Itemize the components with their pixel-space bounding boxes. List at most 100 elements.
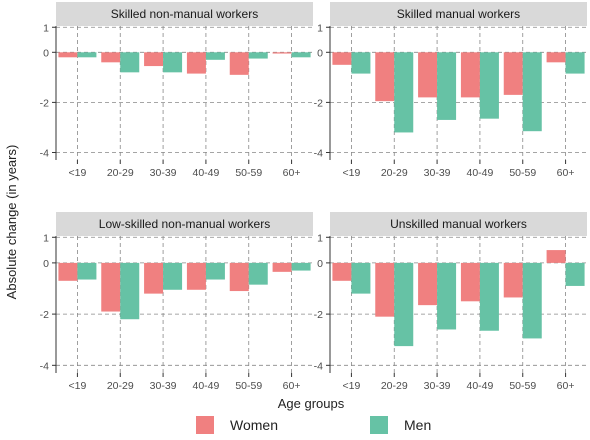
facet-title: Skilled non-manual workers [111, 7, 258, 21]
x-tick-label: 30-39 [424, 167, 451, 179]
bar-men [77, 52, 97, 58]
bar-women [460, 262, 480, 302]
bar-women [418, 262, 438, 306]
bar-men [163, 52, 183, 73]
legend-swatch-women [196, 416, 214, 434]
facet-strip [330, 2, 587, 26]
x-tick-label: 50-59 [509, 167, 536, 179]
bar-women [229, 52, 249, 75]
facet-panel: Low-skilled non-manual workers 1 0 -2 -4 <19 2… [40, 212, 313, 392]
bar-women [332, 262, 352, 281]
legend-label-men: Men [404, 417, 432, 433]
y-tick-label: 0 [317, 47, 323, 59]
y-axis-label: Absolute change (in years) [4, 145, 19, 300]
bar-men [291, 52, 311, 58]
y-tick-label: 1 [317, 232, 323, 244]
x-tick-label: 40-49 [192, 380, 219, 392]
bar-men [120, 52, 140, 73]
bar-men [437, 52, 457, 120]
facet-strip [56, 212, 313, 236]
bar-women [58, 262, 78, 281]
bar-women [503, 52, 523, 95]
facet-strip [330, 212, 587, 236]
facet-panel: Skilled non-manual workers 1 0 -2 -4 <19 20-29… [40, 2, 313, 179]
facet-title: Unskilled manual workers [390, 217, 527, 231]
bar-women [186, 52, 206, 74]
bar-women [272, 52, 292, 54]
facet-panel: Skilled manual workers 1 0 -2 -4 <19 20-29 30-3… [314, 2, 587, 179]
x-tick-label: 20-29 [107, 380, 134, 392]
bar-women [418, 52, 438, 98]
bar-men [120, 262, 140, 320]
bar-women [460, 52, 480, 98]
y-tick-label: -4 [40, 360, 49, 372]
x-tick-label: <19 [69, 167, 87, 179]
y-tick-label: 0 [43, 258, 49, 270]
y-tick-label: -4 [314, 360, 323, 372]
bar-men [205, 52, 225, 60]
bar-women [332, 52, 352, 65]
x-tick-label: 50-59 [235, 380, 262, 392]
bar-men [565, 262, 585, 286]
x-tick-label: 50-59 [235, 167, 262, 179]
y-tick-label: -4 [40, 147, 49, 159]
bar-men [522, 262, 542, 339]
facet-panel: Unskilled manual workers 1 0 -2 -4 <19 20-29 30… [314, 212, 587, 392]
x-tick-label: <19 [343, 380, 361, 392]
bar-women [229, 262, 249, 292]
legend-label-women: Women [230, 417, 278, 433]
bar-men [248, 52, 268, 59]
y-tick-label: -2 [314, 309, 323, 321]
bar-men [394, 52, 414, 133]
x-tick-label: 20-29 [381, 380, 408, 392]
bar-men [479, 262, 499, 331]
x-tick-label: 40-49 [192, 167, 219, 179]
x-tick-label: 50-59 [509, 380, 536, 392]
legend-item-men: Men [370, 413, 431, 437]
y-tick-label: -2 [40, 309, 49, 321]
bar-men [437, 262, 457, 330]
y-tick-label: 1 [43, 232, 49, 244]
y-tick-label: 1 [317, 22, 323, 34]
y-tick-label: -2 [40, 97, 49, 109]
bar-men [394, 262, 414, 347]
y-tick-label: -2 [314, 97, 323, 109]
bar-men [77, 262, 97, 280]
legend-item-women: Women [196, 413, 278, 437]
x-tick-label: <19 [343, 167, 361, 179]
bar-men [163, 262, 183, 290]
bar-women [503, 262, 523, 298]
bar-women [546, 52, 566, 63]
bar-women [375, 262, 395, 317]
y-tick-label: 1 [43, 22, 49, 34]
bar-women [101, 262, 121, 312]
bar-women [101, 52, 121, 63]
bar-men [351, 52, 371, 74]
bar-men [479, 52, 499, 119]
x-tick-label: 20-29 [381, 167, 408, 179]
y-tick-label: 0 [43, 47, 49, 59]
x-tick-label: 30-39 [424, 380, 451, 392]
bar-women [144, 262, 164, 294]
bar-men [205, 262, 225, 280]
x-tick-label: 60+ [283, 380, 301, 392]
x-tick-label: 30-39 [150, 167, 177, 179]
bar-men [565, 52, 585, 74]
bar-men [248, 262, 268, 285]
legend: Women Men [0, 413, 590, 437]
facet-strip [56, 2, 313, 26]
x-tick-label: 30-39 [150, 380, 177, 392]
bar-men [291, 262, 311, 271]
x-axis-label: Age groups [278, 396, 345, 411]
facet-title: Skilled manual workers [397, 7, 520, 21]
y-tick-label: -4 [314, 147, 323, 159]
y-tick-label: 0 [317, 258, 323, 270]
legend-swatch-men [370, 416, 388, 434]
x-tick-label: <19 [69, 380, 87, 392]
bar-men [522, 52, 542, 132]
bar-women [375, 52, 395, 102]
x-tick-label: 40-49 [466, 380, 493, 392]
x-tick-label: 40-49 [466, 167, 493, 179]
x-tick-label: 60+ [283, 167, 301, 179]
